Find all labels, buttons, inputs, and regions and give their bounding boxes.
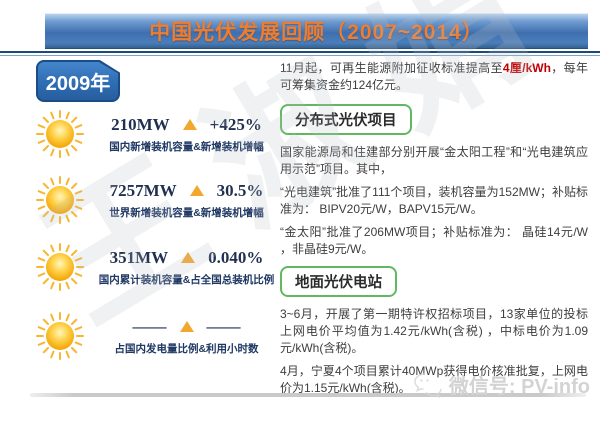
stat-label: 国内新增装机容量&新增装机增幅 [109, 140, 264, 153]
ground-paragraph-1: 3~6月，开展了第一期特许权招标项目，13家单位的投标上网电价平均值为1.42元… [280, 307, 588, 356]
stat-row-domestic-new: 210MW +425% 国内新增装机容量&新增装机增幅 [36, 110, 281, 158]
wechat-label: 微信号: PV-info [448, 376, 590, 398]
stat-label: 国内累计装机容量&占全国总装机比例 [98, 273, 275, 286]
header-banner: 中国光伏发展回顾（2007~2014） [45, 13, 588, 49]
up-triangle-icon [189, 185, 204, 196]
stat-value: —— [132, 316, 167, 336]
distributed-paragraph-3: “金太阳”批准了206MW项目；补贴标准为： 晶硅14元/W ，非晶硅9元/W。 [280, 225, 588, 257]
intro-paragraph: 11月起，可再生能源附加征收标准提高至4厘/kWh，每年可筹集资金约124亿元。 [280, 60, 588, 94]
stat-label: 占国内发电量比例&利用小时数 [114, 342, 259, 355]
up-triangle-icon [181, 252, 196, 263]
ground-paragraph-2: 4月，宁夏4个项目累计40MWp获得电价核准批复，上网电价为1.15元/kWh(… [280, 364, 588, 396]
wechat-icon [414, 372, 442, 398]
page-title: 中国光伏发展回顾（2007~2014） [149, 21, 484, 44]
wechat-watermark: 微信号: PV-info [413, 370, 590, 399]
section-title-ground-pv: 地面光伏电站 [280, 266, 397, 298]
distributed-paragraph-2: “光电建筑”批准了111个项目，装机容量为152MW；补贴标准为： BIPV20… [280, 185, 588, 217]
distributed-paragraph-1: 国家能源局和住建部分别开展“金太阳工程”和“光电建筑应用示范”项目。其中， [280, 145, 588, 177]
intro-pre: 11月起，可再生能源附加征收标准提高至 [280, 61, 503, 75]
footer-divider [30, 393, 586, 397]
sun-icon [36, 312, 84, 360]
content-column: 11月起，可再生能源附加征收标准提高至4厘/kWh，每年可筹集资金约124亿元。… [280, 60, 588, 403]
stat-delta: —— [206, 316, 241, 336]
sun-icon [36, 176, 84, 224]
intro-highlight: 4厘/kWh [502, 61, 551, 75]
stat-value: 210MW [111, 114, 170, 134]
section-title-distributed-pv: 分布式光伏项目 [280, 104, 412, 136]
year-badge: 2009年 [36, 60, 120, 102]
stat-delta: 0.040% [208, 247, 264, 267]
intro-post: ，每年可筹集资金约124亿元。 [280, 61, 588, 93]
stat-delta: 30.5% [216, 180, 264, 200]
year-badge-label: 2009年 [45, 72, 111, 95]
stat-label: 世界新增装机容量&新增装机增幅 [109, 206, 264, 219]
sun-icon [36, 110, 84, 158]
stat-delta: +425% [209, 114, 262, 134]
stat-value: 351MW [109, 247, 169, 267]
up-triangle-icon [182, 119, 197, 130]
up-triangle-icon [179, 321, 194, 332]
stat-row-world-new: 7257MW 30.5% 世界新增装机容量&新增装机增幅 [36, 176, 281, 224]
stat-row-generation-share: —— —— 占国内发电量比例&利用小时数 [36, 312, 281, 360]
header-divider [0, 51, 600, 56]
sun-icon [36, 243, 84, 291]
stat-value: 7257MW [109, 180, 177, 200]
stat-row-domestic-cumulative: 351MW 0.040% 国内累计装机容量&占全国总装机比例 [36, 243, 281, 291]
